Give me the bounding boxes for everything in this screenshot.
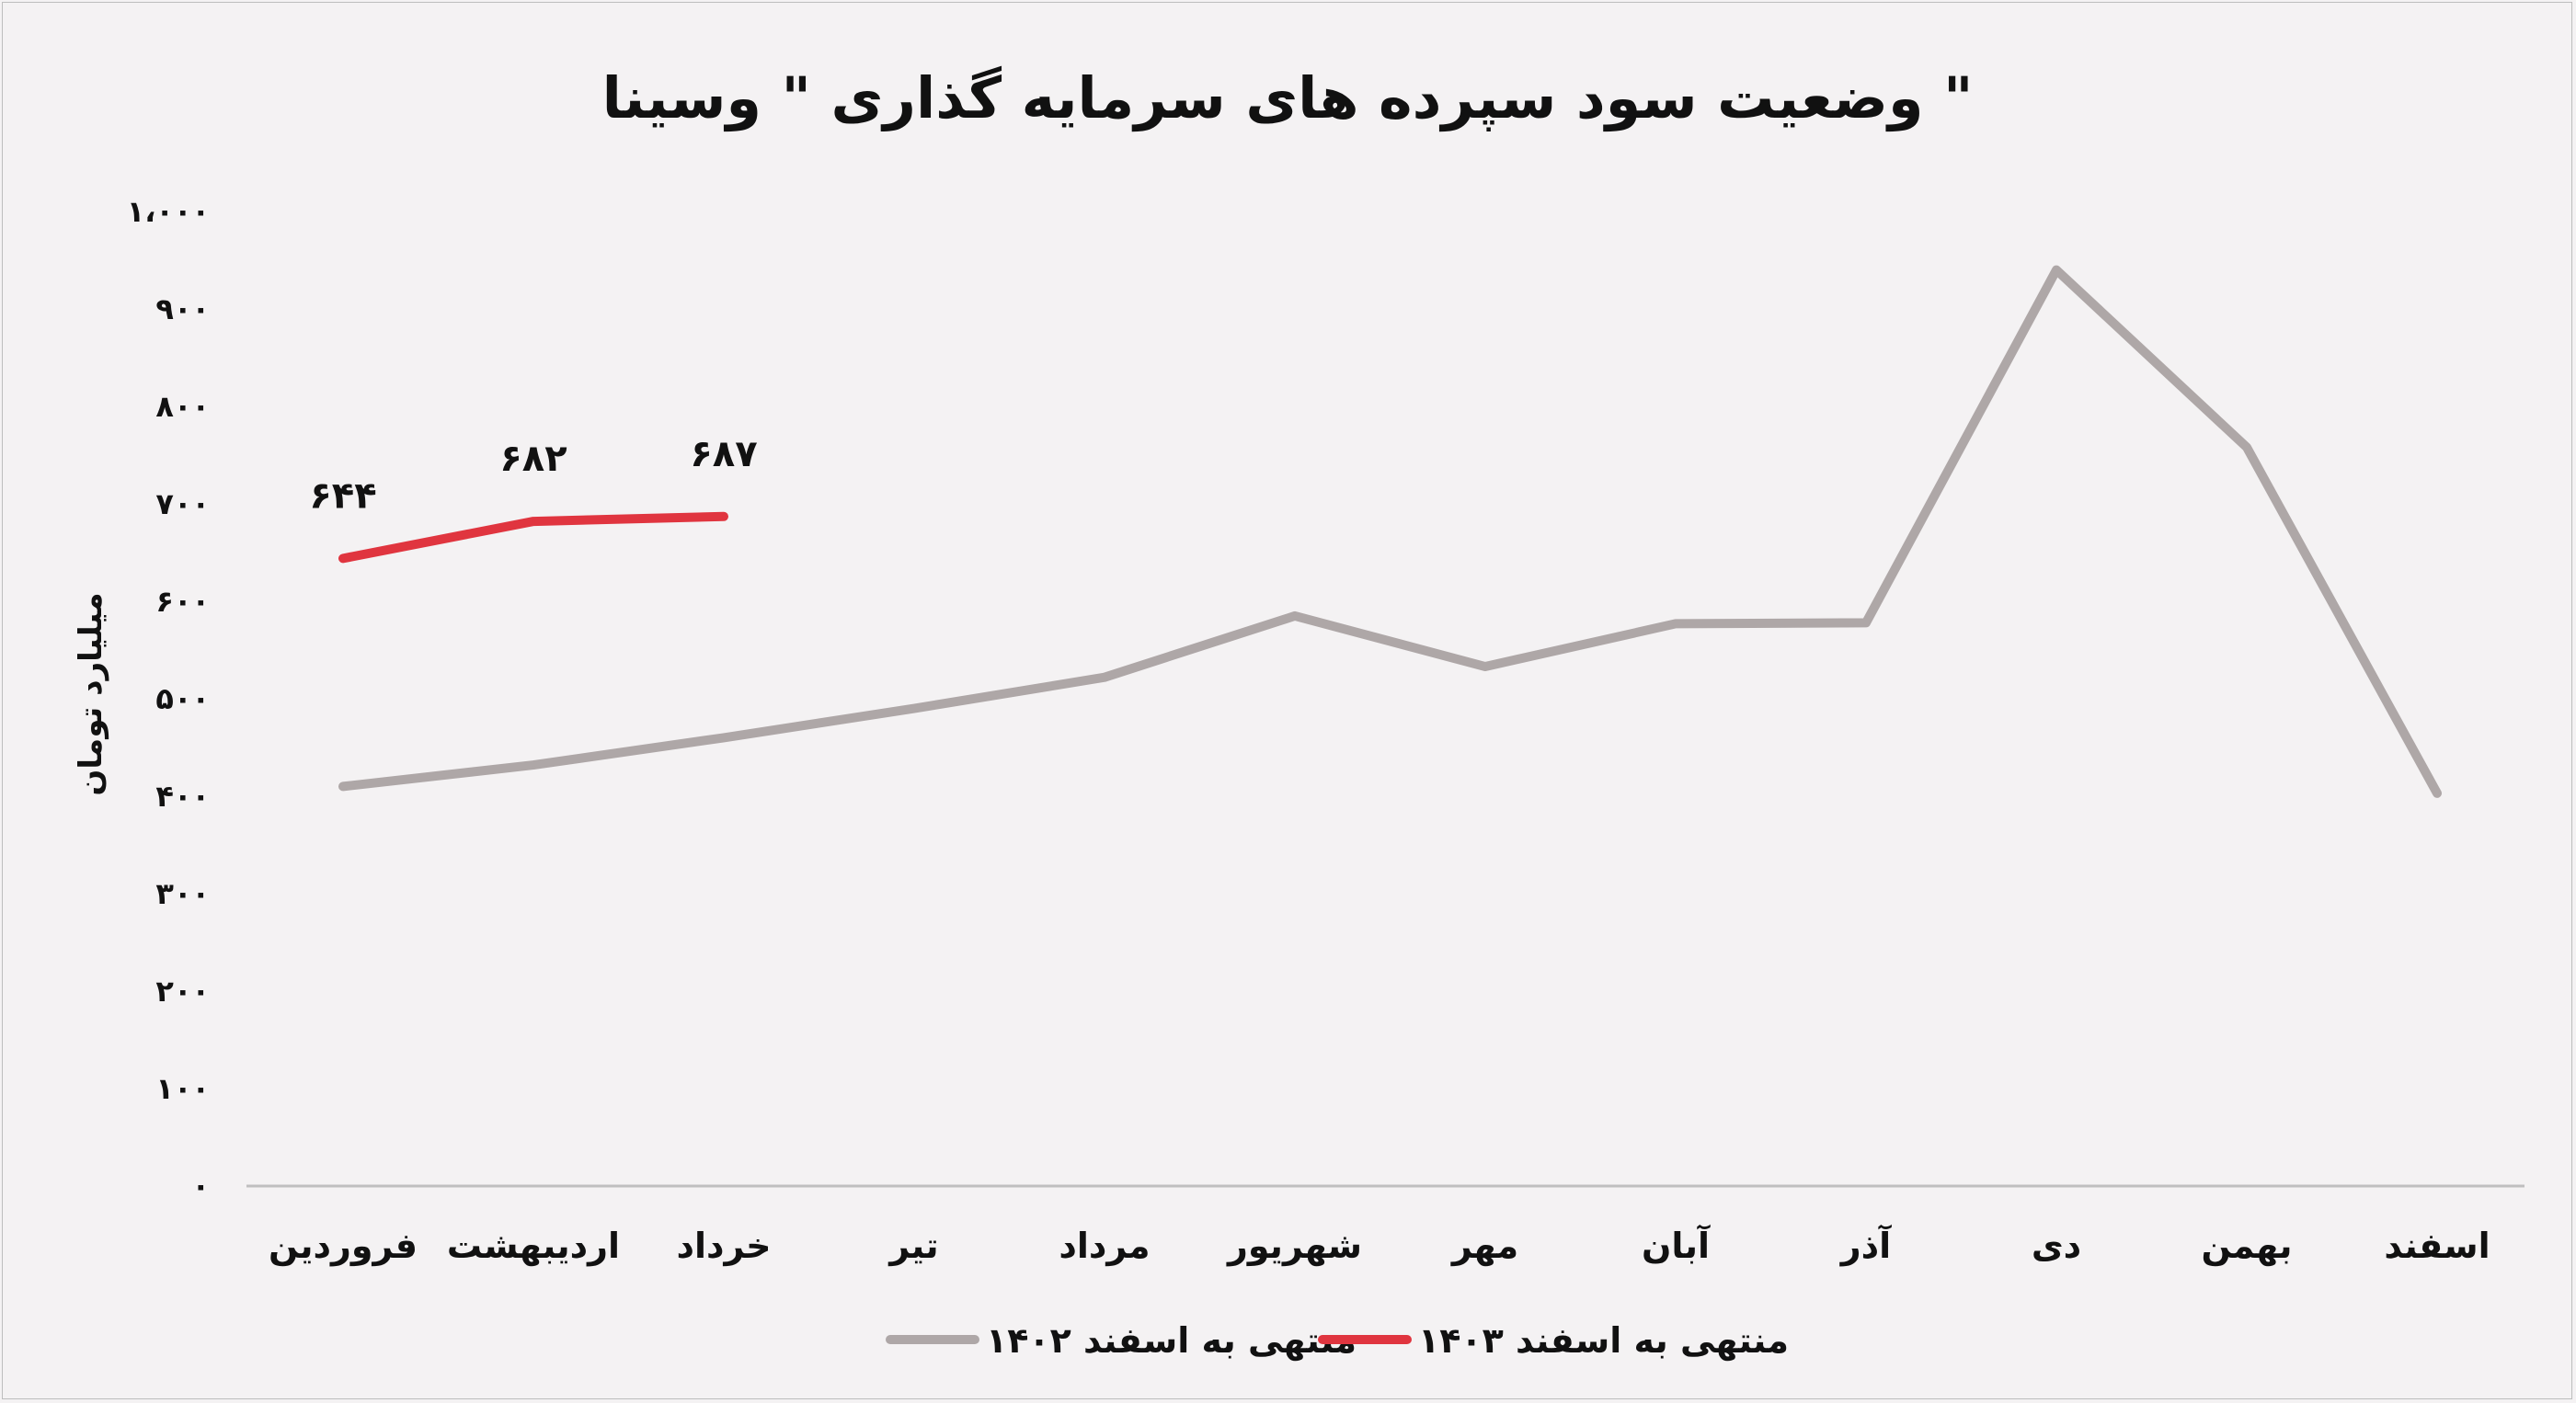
series-line-1 (338, 265, 2442, 798)
legend: منتهی به اسفند ۱۴۰۲ منتهی به اسفند ۱۴۰۳ (886, 1320, 1789, 1361)
series-2-point (341, 556, 345, 561)
y-tick-label: ۲۰۰ (155, 974, 210, 1009)
series-1-point (341, 784, 345, 789)
series-1-point (2055, 268, 2058, 272)
data-label: ۶۸۲ (499, 438, 567, 480)
chart-title: وضعیت سود سپرده های سرمایه گذاری " وسینا… (602, 64, 1974, 131)
data-label: ۶۸۷ (690, 433, 757, 475)
x-tick-label: مهر (1450, 1226, 1518, 1266)
series-1-point (2245, 445, 2249, 450)
x-tick-label: آذر (1839, 1224, 1892, 1266)
x-tick-label: بهمن (2201, 1226, 2292, 1266)
y-tick-label: ۵۰۰ (155, 681, 210, 716)
series-1-point (532, 763, 535, 768)
y-tick-label: ۱۰۰ (155, 1071, 210, 1106)
x-tick-label: خرداد (676, 1226, 771, 1266)
y-tick-label: ۳۰۰ (155, 876, 210, 911)
y-tick-label: ۹۰۰ (155, 291, 210, 326)
x-tick-label: اردیبهشت (447, 1226, 620, 1266)
series-2-point (532, 519, 535, 524)
legend-label-1: منتهی به اسفند ۱۴۰۲ (986, 1320, 1357, 1361)
data-label: ۶۴۴ (309, 474, 376, 517)
y-axis-label: میلیارد تومان (73, 592, 109, 795)
series-1-point (912, 706, 916, 711)
y-tick-label: ۸۰۰ (155, 389, 210, 424)
y-tick-label: ۴۰۰ (155, 779, 210, 814)
series-layer (338, 265, 2442, 798)
series-1-point (1483, 665, 1487, 669)
series-1-point (1293, 613, 1297, 618)
series-1-point (2435, 791, 2439, 795)
y-tick-label: ۷۰۰ (155, 486, 210, 521)
legend-label-2: منتهی به اسفند ۱۴۰۳ (1418, 1320, 1789, 1361)
series-1-point (1864, 621, 1868, 625)
series-2-point (722, 514, 726, 519)
series-1-point (1103, 675, 1106, 679)
series-1-point (1674, 622, 1677, 626)
x-tick-label: اسفند (2384, 1226, 2490, 1266)
x-tick-label: شهریور (1226, 1226, 1362, 1266)
x-tick-label: فروردین (269, 1226, 418, 1267)
data-labels: ۶۴۴ ۶۸۲ ۶۸۷ (309, 433, 757, 518)
y-tick-label: ۱،۰۰۰ (127, 194, 210, 229)
x-tick-label: تیر (887, 1226, 938, 1266)
x-tick-label: مرداد (1059, 1226, 1150, 1266)
series-1-point (722, 736, 726, 740)
y-tick-label: ۶۰۰ (155, 584, 210, 619)
axes: ۰ ۱۰۰ ۲۰۰ ۳۰۰ ۴۰۰ ۵۰۰ ۶۰۰ ۷۰۰ ۸۰۰ ۹۰۰ ۱،۰۰۰ فروردین… (127, 194, 2524, 1267)
y-tick-label: ۰ (191, 1169, 210, 1203)
x-tick-label: دی (2032, 1226, 2081, 1266)
x-tick-label: آبان (1642, 1224, 1711, 1266)
